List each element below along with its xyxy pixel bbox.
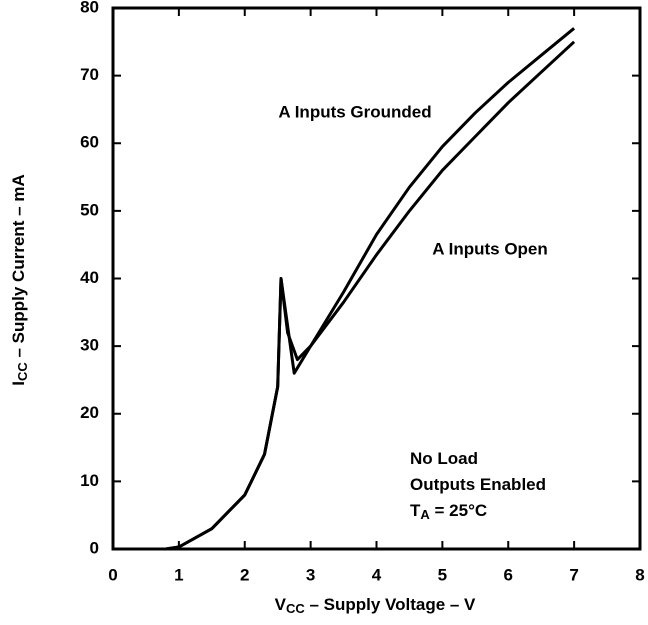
y-tick-label: 10 (80, 471, 99, 490)
annotation-sub: A (420, 507, 430, 522)
y-label-rest: – Supply Current – mA (9, 174, 28, 362)
y-tick-label: 40 (80, 268, 99, 287)
y-tick-label: 0 (90, 538, 99, 557)
plot-frame (111, 6, 642, 551)
x-tick-label: 5 (438, 565, 447, 584)
y-label-sub: CC (15, 362, 30, 381)
y-axis-label: ICC – Supply Current – mA (9, 174, 30, 386)
series-label: A Inputs Grounded (278, 102, 431, 121)
x-tick-label: 0 (108, 565, 117, 584)
x-tick-label: 8 (635, 565, 644, 584)
x-axis-label: VCC – Supply Voltage – V (275, 595, 476, 616)
y-tick-label: 60 (80, 133, 99, 152)
annotation-rest: = 25°C (430, 501, 487, 520)
annotation-text: No Load (410, 449, 478, 468)
annotation: TA = 25°C (410, 501, 487, 522)
annotation: No Load (410, 449, 478, 468)
x-tick-label: 2 (240, 565, 249, 584)
y-label-main: I (9, 381, 28, 386)
series-label: A Inputs Open (432, 239, 548, 258)
annotation-text: T (410, 501, 421, 520)
x-label-rest: – Supply Voltage – V (305, 595, 476, 614)
y-tick-label: 80 (80, 0, 99, 16)
y-tick-label: 50 (80, 200, 99, 219)
x-tick-label: 1 (174, 565, 183, 584)
annotation: Outputs Enabled (410, 475, 546, 494)
series-line (165, 40, 576, 551)
y-tick-label: 70 (80, 65, 99, 84)
annotation-text: Outputs Enabled (410, 475, 546, 494)
x-tick-label: 6 (504, 565, 513, 584)
x-label-sub: CC (286, 601, 305, 616)
y-tick-label: 20 (80, 403, 99, 422)
x-label-main: V (275, 595, 287, 614)
x-tick-label: 3 (306, 565, 315, 584)
x-tick-label: 4 (372, 565, 382, 584)
x-tick-label: 7 (569, 565, 578, 584)
y-tick-label: 30 (80, 336, 99, 355)
